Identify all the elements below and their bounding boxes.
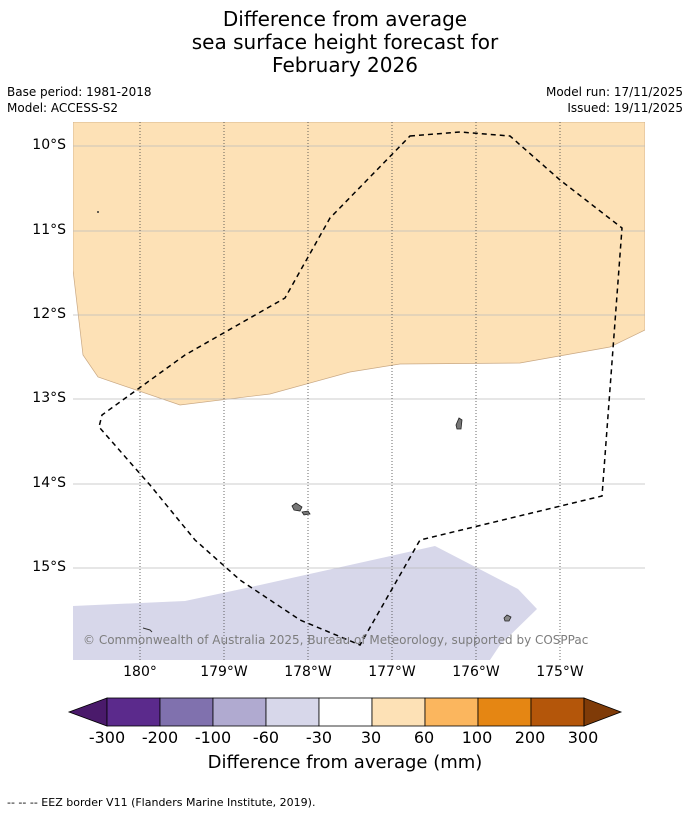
- colorbar-label: Difference from average (mm): [207, 752, 483, 773]
- lat-label-15s: 15°S: [32, 559, 66, 575]
- footer-note: -- -- -- EEZ border V11 (Flanders Marine…: [7, 796, 316, 809]
- colorbar-block: [159, 697, 214, 727]
- base-period: Base period: 1981-2018: [7, 85, 152, 99]
- chart-title: Difference from average sea surface heig…: [0, 8, 690, 77]
- lat-label-10s: 10°S: [32, 137, 66, 153]
- colorbar-block: [371, 697, 426, 727]
- colorbar-block: [318, 697, 373, 727]
- model-name: Model: ACCESS-S2: [7, 101, 119, 115]
- negative-anomaly-region: [73, 546, 537, 660]
- colorbar-block: [530, 697, 585, 727]
- island-2: [291, 502, 303, 512]
- colorbar-tick: -300: [88, 728, 126, 747]
- lat-label-12s: 12°S: [32, 306, 66, 322]
- meta-right: Model run: 17/11/2025 Issued: 19/11/2025: [546, 84, 683, 116]
- lon-label-178w: 178°W: [284, 664, 332, 680]
- title-line-3: February 2026: [272, 53, 418, 77]
- colorbar-block: [265, 697, 320, 727]
- island-5: [142, 627, 153, 633]
- lon-label-175w: 175°W: [536, 664, 584, 680]
- island-1: [455, 417, 463, 430]
- colorbar-tick: -200: [141, 728, 179, 747]
- lat-label-11s: 11°S: [32, 222, 66, 238]
- colorbar-tick: -60: [252, 728, 280, 747]
- lon-label-180: 180°: [123, 664, 157, 680]
- eez-border: [98, 131, 623, 646]
- colorbar-tick: 300: [567, 728, 599, 747]
- title-line-1: Difference from average: [222, 7, 468, 31]
- positive-anomaly-region: [73, 122, 645, 406]
- colorbar-block: [106, 697, 161, 727]
- colorbar-extend-low: [67, 697, 108, 727]
- meta-left: Base period: 1981-2018 Model: ACCESS-S2: [7, 84, 152, 116]
- lat-label-13s: 13°S: [32, 390, 66, 406]
- colorbar-tick: -100: [194, 728, 232, 747]
- lon-label-176w: 176°W: [452, 664, 500, 680]
- colorbar-tick: 60: [413, 728, 435, 747]
- colorbar-blocks: [67, 697, 623, 727]
- colorbar-tick: 200: [514, 728, 546, 747]
- colorbar-block: [424, 697, 479, 727]
- lat-gridlines: [73, 145, 645, 569]
- colorbar-block: [477, 697, 532, 727]
- colorbar-tick: -30: [305, 728, 333, 747]
- island-3: [301, 510, 311, 516]
- colorbar-block: [212, 697, 267, 727]
- island-4: [503, 614, 512, 622]
- model-run: Model run: 17/11/2025: [545, 85, 683, 99]
- lat-label-14s: 14°S: [32, 475, 66, 491]
- colorbar-extend-high: [583, 697, 623, 727]
- copyright-notice: © Commonwealth of Australia 2025, Bureau…: [83, 633, 589, 647]
- title-line-2: sea surface height forecast for: [191, 30, 499, 54]
- lon-label-179w: 179°W: [200, 664, 248, 680]
- colorbar-tick: 100: [461, 728, 493, 747]
- issued-date: Issued: 19/11/2025: [567, 101, 683, 115]
- lon-label-177w: 177°W: [368, 664, 416, 680]
- island-6: [97, 211, 99, 213]
- colorbar-tick: 30: [360, 728, 382, 747]
